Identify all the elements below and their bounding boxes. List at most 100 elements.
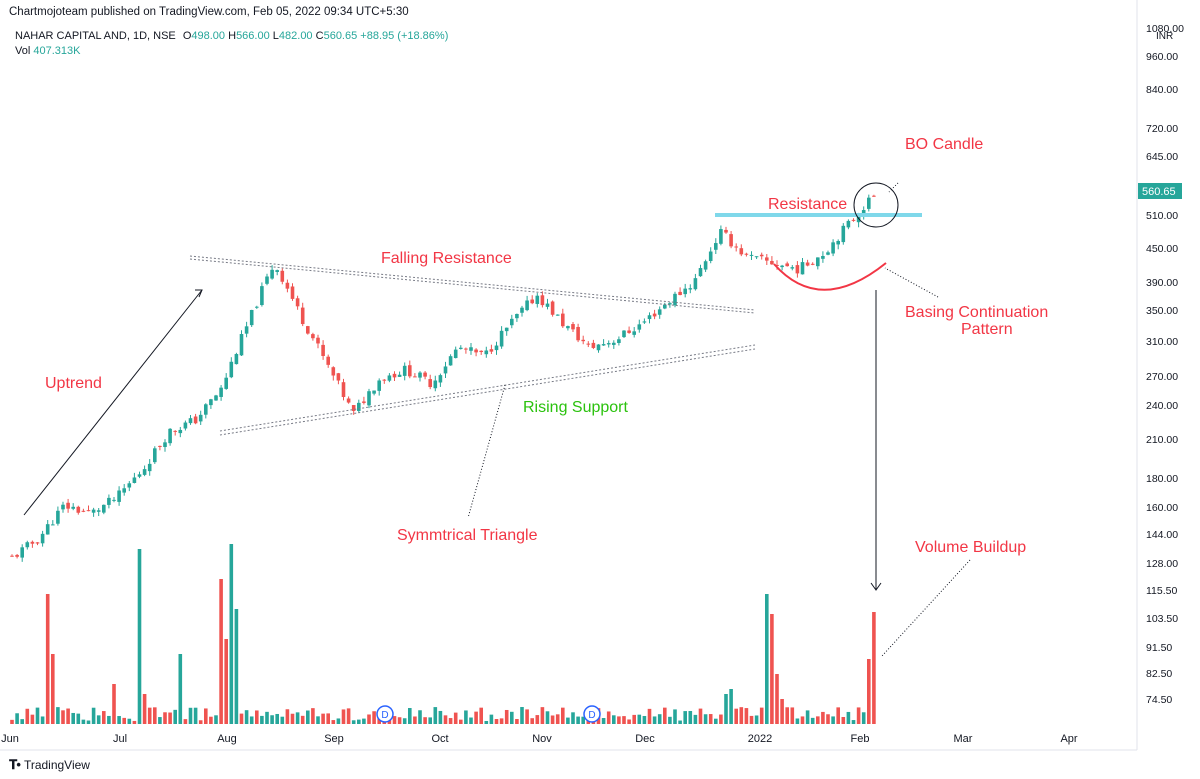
tradingview-brand: TradingView	[23, 758, 90, 772]
candle	[351, 405, 356, 415]
volume-bar	[321, 713, 325, 724]
candle	[770, 256, 774, 265]
price-axis-tick: 645.00	[1146, 151, 1178, 163]
volume-bar	[535, 715, 540, 724]
price-axis-tick: 720.00	[1146, 123, 1178, 135]
volume-bar	[550, 715, 555, 724]
tradingview-footer[interactable]: 𝐓• TradingView	[9, 757, 90, 773]
dividend-marker-label: D	[588, 710, 595, 721]
time-axis-label: Jun	[1, 733, 19, 745]
candle	[81, 508, 86, 513]
volume-bar	[816, 716, 820, 724]
time-axis-label: Jul	[113, 733, 127, 745]
volume-bar	[112, 684, 116, 724]
dividend-marker-nov[interactable]: D	[583, 705, 601, 723]
volume-bar	[540, 707, 545, 724]
candle	[810, 262, 815, 266]
volume-bar	[285, 709, 290, 724]
candle	[35, 542, 40, 546]
candle	[800, 257, 805, 275]
candle	[428, 374, 432, 390]
volume-bar	[351, 720, 356, 724]
volume-bar	[566, 717, 570, 724]
candle	[61, 501, 65, 513]
volume-bar	[428, 717, 432, 724]
volume-bar	[107, 715, 111, 724]
price-axis-tick: 74.50	[1146, 694, 1172, 706]
candle	[867, 194, 871, 212]
candle	[402, 362, 407, 381]
candle	[397, 371, 402, 377]
volume-bar	[244, 710, 249, 724]
candle	[433, 375, 438, 392]
candle	[668, 302, 672, 308]
volume-bar	[856, 707, 861, 724]
volume-bar	[765, 594, 769, 724]
candle	[341, 378, 346, 401]
volume-bar	[270, 715, 274, 724]
candle	[617, 336, 621, 346]
candle	[479, 350, 483, 355]
volume-bar	[295, 712, 300, 724]
volume-bar	[795, 718, 800, 724]
volume-bar	[530, 718, 534, 724]
time-axis[interactable]: Jun Jul Aug Sep Oct Nov Dec 2022 Feb Mar Apr	[1, 733, 1078, 745]
candle	[183, 420, 188, 431]
volume-bar	[56, 707, 60, 724]
uptrend-arrow[interactable]	[23, 289, 203, 516]
candle	[76, 505, 81, 515]
volume-value: 407.313K	[33, 45, 81, 57]
candle	[673, 291, 677, 308]
volume-bar	[576, 716, 580, 724]
rising-support-line[interactable]	[219, 344, 756, 436]
bo-candle-pointer	[888, 182, 899, 193]
volume-bar	[372, 711, 376, 724]
basing-curve[interactable]	[773, 262, 887, 291]
candle	[744, 252, 749, 257]
volume-bar	[137, 549, 142, 724]
volume-bar	[836, 707, 840, 724]
candle	[112, 496, 116, 503]
price-axis[interactable]: 1080.00 960.00 840.00 720.00 645.00 510.00 450…	[1146, 23, 1184, 706]
candle	[117, 486, 121, 506]
candle	[377, 378, 381, 396]
candle	[158, 445, 162, 451]
volume-bar	[464, 710, 468, 724]
candle	[816, 257, 820, 270]
candle	[10, 554, 14, 557]
candle	[601, 339, 606, 346]
candle	[545, 298, 550, 310]
volume-bar	[10, 719, 14, 724]
candle	[831, 239, 835, 257]
price-axis-tick: 210.00	[1146, 434, 1178, 446]
candle	[698, 264, 703, 277]
volume-bar	[861, 712, 866, 724]
dividend-marker-sep[interactable]: D	[376, 705, 394, 723]
volume-bar	[255, 710, 259, 724]
candle	[387, 373, 392, 383]
candle	[346, 396, 351, 404]
last-price-value: 560.65	[1142, 186, 1176, 198]
volume-bar	[408, 708, 412, 724]
candle	[25, 540, 30, 550]
falling-resistance-line[interactable]	[189, 255, 756, 314]
volume-bar	[617, 716, 621, 724]
volume-bar	[780, 699, 784, 724]
volume-bar	[504, 709, 509, 724]
bo-candle-circle[interactable]	[853, 182, 899, 228]
volume-bar	[708, 714, 713, 724]
price-axis-tick: 240.00	[1146, 400, 1178, 412]
candle	[321, 340, 325, 360]
volume-bar	[413, 716, 417, 724]
volume-bar	[703, 714, 708, 724]
candle	[209, 398, 213, 409]
candle	[785, 261, 789, 267]
volume-bar	[316, 716, 320, 724]
volume-bar	[275, 713, 279, 724]
volume-bar	[25, 708, 30, 724]
candle	[453, 346, 458, 359]
volume-bar	[336, 718, 341, 724]
volume-bar	[606, 711, 611, 724]
candle	[275, 269, 279, 276]
